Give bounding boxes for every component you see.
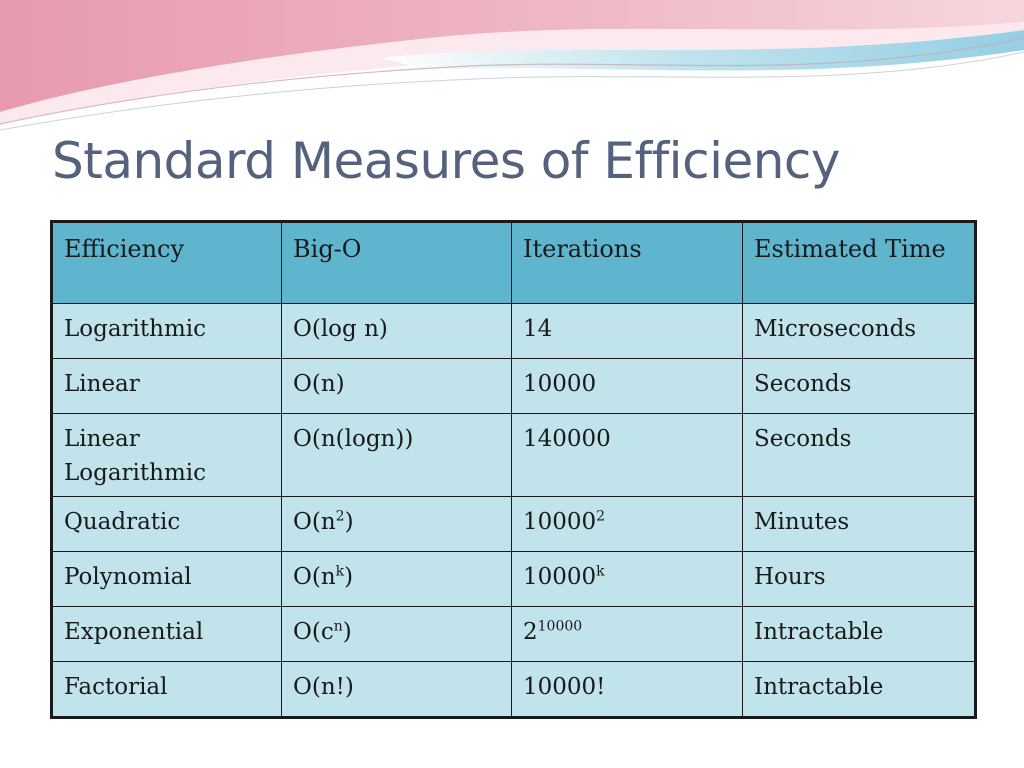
header-big-o: Big-O bbox=[281, 221, 512, 304]
efficiency-table-container: Efficiency Big-O Iterations Estimated Ti… bbox=[50, 220, 977, 719]
table-row: Quadratic O(n2) 100002 Minutes bbox=[51, 496, 976, 552]
cell-estimated-time: Minutes bbox=[742, 496, 976, 552]
big-o-exponent: n bbox=[333, 618, 343, 635]
big-o-close: ) bbox=[342, 619, 352, 645]
iterations-text: 10000 bbox=[523, 509, 597, 535]
table-row: Factorial O(n!) 10000! Intractable bbox=[51, 661, 976, 718]
cell-estimated-time: Seconds bbox=[742, 358, 976, 414]
table-row: Linear Logarithmic O(n(logn)) 140000 Sec… bbox=[51, 413, 976, 497]
cell-estimated-time: Intractable bbox=[742, 661, 976, 718]
table-row: Exponential O(cn) 210000 Intractable bbox=[51, 606, 976, 662]
header-estimated-time: Estimated Time bbox=[742, 221, 976, 304]
big-o-text: O(log n) bbox=[293, 316, 388, 342]
header-iterations: Iterations bbox=[511, 221, 743, 304]
header-efficiency: Efficiency bbox=[51, 221, 282, 304]
cell-iterations: 14 bbox=[511, 303, 743, 359]
cell-big-o: O(n) bbox=[281, 358, 512, 414]
iterations-exponent: 2 bbox=[596, 508, 606, 525]
iterations-exponent: k bbox=[596, 563, 605, 580]
cell-efficiency: Factorial bbox=[51, 661, 282, 718]
cell-efficiency: Polynomial bbox=[51, 551, 282, 607]
iterations-text: 140000 bbox=[523, 426, 611, 452]
table-row: Polynomial O(nk) 10000k Hours bbox=[51, 551, 976, 607]
cell-efficiency: Linear Logarithmic bbox=[51, 413, 282, 497]
big-o-text: O(n!) bbox=[293, 674, 354, 700]
wave-decoration bbox=[0, 0, 1024, 131]
big-o-text: O(c bbox=[293, 619, 334, 645]
cell-iterations: 10000 bbox=[511, 358, 743, 414]
cell-iterations: 10000k bbox=[511, 551, 743, 607]
iterations-exponent: 10000 bbox=[537, 618, 583, 635]
iterations-text: 10000! bbox=[523, 674, 606, 700]
big-o-exponent: 2 bbox=[335, 508, 345, 525]
cell-big-o: O(n(logn)) bbox=[281, 413, 512, 497]
slide-title: Standard Measures of Efficiency bbox=[52, 132, 841, 190]
cell-estimated-time: Seconds bbox=[742, 413, 976, 497]
table-row: Logarithmic O(log n) 14 Microseconds bbox=[51, 303, 976, 359]
cell-big-o: O(cn) bbox=[281, 606, 512, 662]
cell-iterations: 10000! bbox=[511, 661, 743, 718]
cell-iterations: 140000 bbox=[511, 413, 743, 497]
cell-efficiency: Exponential bbox=[51, 606, 282, 662]
iterations-text: 10000 bbox=[523, 371, 597, 397]
iterations-text: 10000 bbox=[523, 564, 597, 590]
big-o-text: O(n bbox=[293, 509, 336, 535]
big-o-text: O(n) bbox=[293, 371, 345, 397]
big-o-text: O(n bbox=[293, 564, 336, 590]
cell-big-o: O(nk) bbox=[281, 551, 512, 607]
cell-estimated-time: Intractable bbox=[742, 606, 976, 662]
cell-big-o: O(log n) bbox=[281, 303, 512, 359]
iterations-text: 2 bbox=[523, 619, 538, 645]
cell-efficiency: Quadratic bbox=[51, 496, 282, 552]
efficiency-table: Efficiency Big-O Iterations Estimated Ti… bbox=[50, 220, 977, 719]
big-o-exponent: k bbox=[335, 563, 345, 580]
cell-iterations: 210000 bbox=[511, 606, 743, 662]
cell-estimated-time: Hours bbox=[742, 551, 976, 607]
cell-estimated-time: Microseconds bbox=[742, 303, 976, 359]
cell-iterations: 100002 bbox=[511, 496, 743, 552]
big-o-close: ) bbox=[344, 564, 354, 590]
big-o-close: ) bbox=[344, 509, 354, 535]
table-row: Linear O(n) 10000 Seconds bbox=[51, 358, 976, 414]
big-o-text: O(n(logn)) bbox=[293, 426, 414, 452]
table-header-row: Efficiency Big-O Iterations Estimated Ti… bbox=[51, 221, 976, 304]
cell-efficiency: Linear bbox=[51, 358, 282, 414]
cell-efficiency: Logarithmic bbox=[51, 303, 282, 359]
cell-big-o: O(n2) bbox=[281, 496, 512, 552]
iterations-text: 14 bbox=[523, 316, 553, 342]
cell-big-o: O(n!) bbox=[281, 661, 512, 718]
